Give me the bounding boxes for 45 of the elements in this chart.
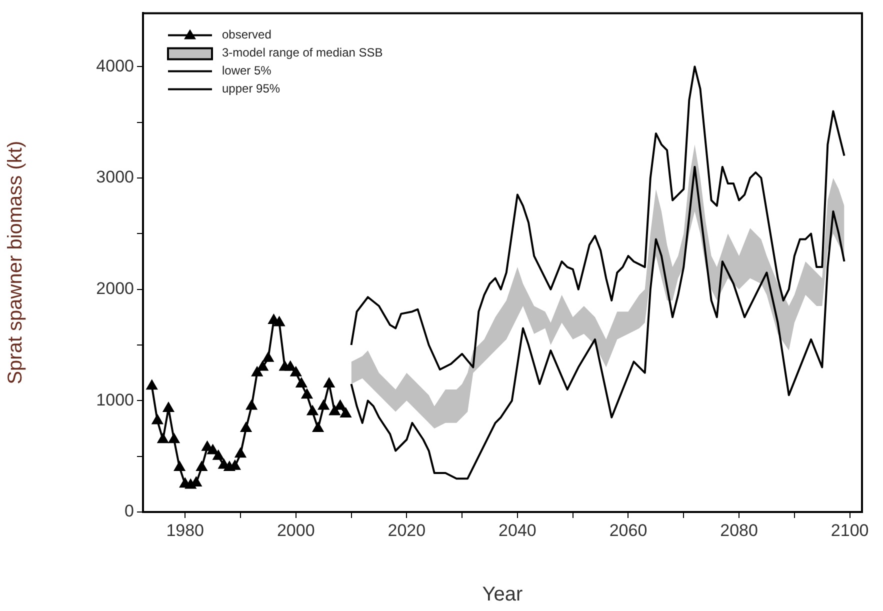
point (334, 400, 346, 410)
x-tick-label: 1980 (166, 520, 204, 540)
point (318, 400, 329, 410)
point (340, 408, 352, 418)
legend-label: lower 5% (222, 64, 272, 78)
point (196, 461, 208, 471)
y-tick-label: 0 (124, 502, 134, 521)
y-tick-label: 3000 (96, 168, 134, 187)
point (302, 389, 312, 399)
legend-label: upper 95% (222, 82, 280, 96)
y-tick-label: 2000 (96, 279, 134, 298)
x-tick-label: 2000 (276, 520, 315, 540)
point (152, 414, 163, 424)
legend-label: 3-model range of median SSB (222, 46, 383, 60)
x-tick-label: 2020 (388, 520, 426, 540)
legend-label: observed (222, 28, 272, 42)
x-tick-label: 2080 (720, 520, 758, 540)
point (240, 422, 252, 432)
point (252, 366, 262, 376)
y-axis-title: Sprat spawner biomass (kt) (4, 140, 27, 384)
y-tick-label: 4000 (96, 56, 134, 76)
point (168, 434, 180, 444)
y-tick-label: 1000 (96, 390, 134, 410)
point (163, 402, 174, 412)
point (296, 378, 307, 388)
point (290, 366, 302, 376)
point (235, 448, 246, 458)
point (246, 400, 257, 410)
x-tick-label: 2100 (830, 520, 869, 540)
x-tick-label: 2060 (609, 520, 648, 540)
point (274, 316, 285, 326)
point (329, 406, 340, 416)
point (257, 361, 268, 371)
point (262, 352, 274, 362)
point (213, 450, 224, 460)
point (307, 406, 318, 416)
point (285, 361, 296, 371)
point (174, 461, 185, 471)
point (158, 434, 168, 444)
point (312, 422, 324, 432)
point (146, 380, 158, 390)
x-tick-label: 2040 (498, 520, 536, 540)
point (207, 444, 218, 454)
point (324, 378, 334, 388)
x-axis-title: Year (482, 584, 524, 606)
